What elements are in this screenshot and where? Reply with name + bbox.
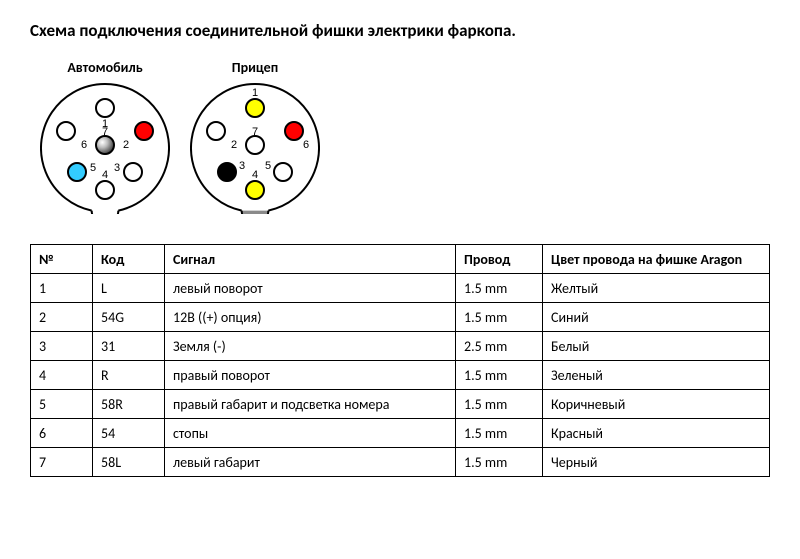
table-row: 254G12B ((+) опция)1.5 mmСиний [31,303,770,332]
table-cell: правый поворот [165,361,456,390]
pin-label: 5 [265,160,271,172]
table-row: 4Rправый поворот1.5 mmЗеленый [31,361,770,390]
table-cell: Черный [543,448,770,477]
pin-label: 7 [102,126,108,138]
table-cell: Коричневый [543,390,770,419]
pin-circle [57,122,75,140]
table-cell: 31 [93,332,165,361]
wiring-table: № Код Сигнал Провод Цвет провода на фишк… [30,244,770,477]
table-cell: 5 [31,390,93,419]
pin-circle [124,163,142,181]
table-cell: 12B ((+) опция) [165,303,456,332]
table-cell: Красный [543,419,770,448]
connector-trailer-label: Прицеп [190,59,320,76]
connector-diagrams: Автомобиль 1234567 Прицеп 1234567 [40,59,770,214]
table-cell: 1.5 mm [456,303,543,332]
pin-circle [285,122,303,140]
pin-label: 2 [231,139,237,151]
table-row: 654стопы1.5 mmКрасный [31,419,770,448]
connector-car-label: Автомобиль [40,59,170,76]
table-cell: 54 [93,419,165,448]
table-cell: левый поворот [165,274,456,303]
table-cell: 3 [31,332,93,361]
pin-label: 4 [252,169,258,181]
table-cell: стопы [165,419,456,448]
table-cell: 58L [93,448,165,477]
pin-label: 7 [252,126,258,138]
col-header: Провод [456,245,543,274]
pin-circle [218,163,236,181]
table-cell: 6 [31,419,93,448]
connector-trailer-svg: 1 2345 6 7 [190,82,320,214]
table-body: 1Lлевый поворот1.5 mmЖелтый254G12B ((+) … [31,274,770,477]
table-cell: левый габарит [165,448,456,477]
pin-circle [96,136,114,154]
pin-circle [274,163,292,181]
pin-circle [207,122,225,140]
pin-circle [96,181,114,199]
table-cell: 1.5 mm [456,390,543,419]
table-row: 1Lлевый поворот1.5 mmЖелтый [31,274,770,303]
pin-label: 5 [90,162,96,174]
col-header: Код [93,245,165,274]
connector-trailer: Прицеп 1 2345 6 7 [190,59,320,214]
pin-label: 6 [303,139,309,151]
table-cell: правый габарит и подсветка номера [165,390,456,419]
connector-car-svg: 1234567 [40,82,170,214]
pin-circle [246,136,264,154]
pin-label: 6 [81,139,87,151]
page-title: Схема подключения соединительной фишки э… [30,20,770,41]
table-cell: Земля (-) [165,332,456,361]
col-header: Цвет провода на фишке Aragon [543,245,770,274]
table-cell: 54G [93,303,165,332]
table-row: 758Lлевый габарит1.5 mmЧерный [31,448,770,477]
table-header-row: № Код Сигнал Провод Цвет провода на фишк… [31,245,770,274]
table-cell: 2 [31,303,93,332]
table-cell: 2.5 mm [456,332,543,361]
table-cell: L [93,274,165,303]
table-cell: 1.5 mm [456,419,543,448]
table-cell: 1 [31,274,93,303]
col-header: Сигнал [165,245,456,274]
table-cell: 1.5 mm [456,361,543,390]
table-cell: Белый [543,332,770,361]
table-cell: Синий [543,303,770,332]
table-cell: Зеленый [543,361,770,390]
pin-circle [246,99,264,117]
pin-circle [96,99,114,117]
table-row: 558Rправый габарит и подсветка номера1.5… [31,390,770,419]
table-cell: 58R [93,390,165,419]
pin-circle [246,181,264,199]
connector-car: Автомобиль 1234567 [40,59,170,214]
pin-label: 2 [123,139,129,151]
table-cell: R [93,361,165,390]
table-cell: 7 [31,448,93,477]
pin-label: 4 [102,169,108,181]
pin-label: 1 [252,87,258,99]
table-cell: Желтый [543,274,770,303]
pin-circle [68,163,86,181]
table-row: 331Земля (-)2.5 mmБелый [31,332,770,361]
table-cell: 1.5 mm [456,274,543,303]
table-cell: 4 [31,361,93,390]
pin-label: 3 [239,160,245,172]
pin-label: 3 [114,162,120,174]
col-header: № [31,245,93,274]
pin-circle [135,122,153,140]
table-cell: 1.5 mm [456,448,543,477]
